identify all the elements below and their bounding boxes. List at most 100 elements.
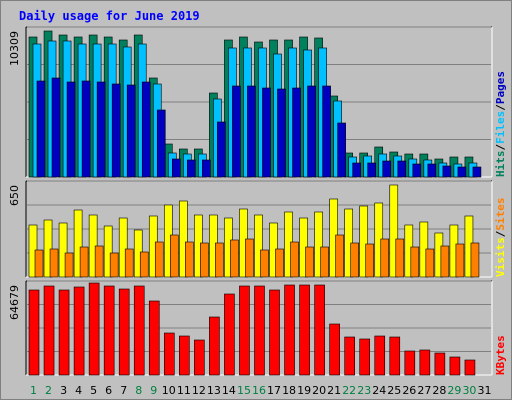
bar-kbytes-day-2 <box>43 285 55 376</box>
panel-max-label: 650 <box>8 185 21 206</box>
bar-pages-day-20 <box>322 85 331 178</box>
bar-pages-day-13 <box>217 121 226 178</box>
x-label-day-1: 1 <box>30 384 37 397</box>
bar-sites-day-21 <box>335 234 344 278</box>
bar-sites-day-17 <box>275 248 284 278</box>
bar-kbytes-day-16 <box>254 285 265 376</box>
bar-visits-day-16 <box>254 214 263 278</box>
bar-kbytes-day-21 <box>329 323 340 376</box>
axis-label-part: / <box>494 230 507 237</box>
bar-pages-day-18 <box>292 87 301 178</box>
x-label-day-26: 26 <box>402 384 416 397</box>
series-kbytes <box>28 282 476 376</box>
bar-kbytes-day-1 <box>28 289 40 376</box>
bar-pages-day-24 <box>382 160 392 178</box>
bar-kbytes-day-29 <box>449 356 461 376</box>
bar-pages-day-29 <box>457 166 467 178</box>
bar-kbytes-day-15 <box>239 285 250 376</box>
panel-axis-label: Hits/Files/Pages <box>494 71 507 177</box>
bar-kbytes-day-30 <box>464 359 476 376</box>
bar-visits-day-3 <box>58 222 68 278</box>
bar-sites-day-27 <box>425 248 435 278</box>
bar-sites-day-7 <box>124 248 134 278</box>
bar-kbytes-day-28 <box>434 352 446 376</box>
bar-pages-day-30 <box>472 166 482 178</box>
bar-kbytes-day-7 <box>118 288 130 376</box>
x-label-day-12: 12 <box>192 384 206 397</box>
bar-sites-day-5 <box>94 245 104 278</box>
bar-sites-day-23 <box>365 243 375 278</box>
bar-kbytes-day-23 <box>359 338 371 376</box>
bar-visits-day-7 <box>118 217 128 278</box>
bar-kbytes-day-9 <box>148 300 160 376</box>
bar-pages-day-15 <box>247 85 256 178</box>
bar-kbytes-day-4 <box>73 286 85 376</box>
x-label-day-10: 10 <box>162 384 176 397</box>
bar-pages-day-28 <box>442 165 452 178</box>
bar-sites-day-10 <box>169 234 179 278</box>
x-label-day-21: 21 <box>327 384 341 397</box>
bar-pages-day-4 <box>81 80 91 178</box>
bar-kbytes-day-24 <box>374 335 386 376</box>
bar-visits-day-2 <box>43 219 53 278</box>
bar-sites-day-8 <box>139 251 149 278</box>
bar-kbytes-day-6 <box>103 285 115 376</box>
x-label-day-17: 17 <box>267 384 281 397</box>
bar-sites-day-16 <box>260 249 269 278</box>
axis-label-part: Visits <box>494 237 507 277</box>
bar-kbytes-day-18 <box>284 284 295 376</box>
bar-visits-day-6 <box>103 225 113 278</box>
bar-kbytes-day-11 <box>179 335 190 376</box>
bar-sites-day-26 <box>410 246 420 278</box>
x-label-day-2: 2 <box>45 384 52 397</box>
bar-pages-day-2 <box>51 77 61 178</box>
bar-sites-day-18 <box>290 241 299 278</box>
x-label-day-13: 13 <box>207 384 221 397</box>
x-label-day-15: 15 <box>237 384 251 397</box>
bar-sites-day-1 <box>34 249 44 278</box>
bar-pages-day-17 <box>277 88 286 178</box>
axis-label-part: Pages <box>494 71 507 104</box>
bar-sites-day-24 <box>380 238 390 278</box>
bar-sites-day-20 <box>320 246 329 278</box>
x-axis-day-labels: 1 2 3 4 5 6 7 8 9 10 11 12 13 14 15 16 17 18 19 20 21 22 23 24 2… <box>30 384 491 397</box>
bar-kbytes-day-25 <box>389 336 401 376</box>
panel-axis-label: KBytes <box>494 335 507 375</box>
x-label-day-20: 20 <box>312 384 326 397</box>
bar-visits-day-4 <box>73 209 83 278</box>
bar-kbytes-day-26 <box>404 350 416 376</box>
axis-label-part: / <box>494 104 507 111</box>
x-label-day-29: 29 <box>447 384 461 397</box>
bar-kbytes-day-27 <box>419 349 431 376</box>
bar-kbytes-day-5 <box>88 282 100 376</box>
bar-kbytes-day-8 <box>133 285 145 376</box>
x-label-day-25: 25 <box>387 384 401 397</box>
bar-pages-day-27 <box>427 163 437 178</box>
bar-sites-day-28 <box>440 245 450 278</box>
series-visits <box>28 184 474 278</box>
bar-pages-day-6 <box>111 83 121 178</box>
bar-pages-day-7 <box>126 84 136 178</box>
bar-kbytes-day-10 <box>163 332 175 376</box>
bar-sites-day-2 <box>49 248 59 278</box>
axis-label-part: / <box>494 144 507 151</box>
x-label-day-7: 7 <box>120 384 127 397</box>
bar-sites-day-15 <box>245 238 254 278</box>
panel-max-label: 64679 <box>8 285 21 320</box>
bar-sites-day-22 <box>350 242 359 278</box>
bar-pages-day-23 <box>367 162 377 178</box>
bar-kbytes-day-20 <box>314 284 325 376</box>
x-label-day-14: 14 <box>222 384 236 397</box>
bar-kbytes-day-19 <box>299 284 310 376</box>
bar-pages-day-25 <box>397 160 407 178</box>
axis-label-part: Hits <box>494 151 507 178</box>
bar-sites-day-12 <box>200 242 209 278</box>
x-label-day-22: 22 <box>342 384 356 397</box>
bar-pages-day-11 <box>187 159 196 178</box>
x-label-day-11: 11 <box>177 384 191 397</box>
axis-label-part: Files <box>494 111 507 144</box>
x-label-day-4: 4 <box>75 384 82 397</box>
